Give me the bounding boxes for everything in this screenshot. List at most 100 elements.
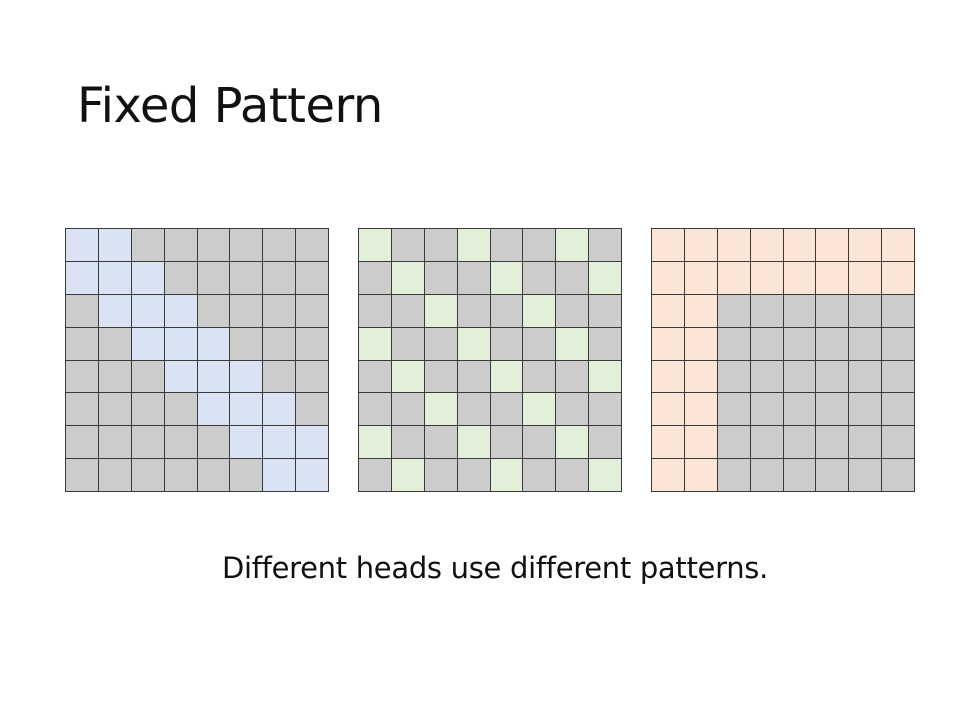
- grid-cell-inactive: [391, 327, 424, 360]
- grid-cell-inactive: [296, 360, 328, 393]
- grid-cell-inactive: [457, 393, 490, 426]
- grid-cell-active: [131, 294, 164, 327]
- grid-cell-inactive: [230, 294, 263, 327]
- grid-cell-active: [457, 327, 490, 360]
- grid-cell-inactive: [197, 459, 230, 491]
- grid-cell-inactive: [750, 327, 783, 360]
- grid-cell-inactive: [296, 229, 328, 261]
- grid-cell-inactive: [296, 294, 328, 327]
- grid-cell-inactive: [589, 426, 621, 459]
- grid-cell-inactive: [131, 360, 164, 393]
- grid-cell-inactive: [197, 229, 230, 261]
- grid-cell-inactive: [589, 327, 621, 360]
- grid-cell-active: [684, 360, 717, 393]
- grid-cell-inactive: [490, 229, 523, 261]
- slide-caption: Different heads use different patterns.: [221, 551, 769, 585]
- grid-cell-inactive: [750, 294, 783, 327]
- grid-cell-active: [490, 360, 523, 393]
- grid-cell-inactive: [197, 426, 230, 459]
- grid-cell-inactive: [589, 229, 621, 261]
- grid-cell-inactive: [424, 327, 457, 360]
- grid-cell-active: [589, 360, 621, 393]
- grid-cell-inactive: [424, 459, 457, 491]
- grid-cell-inactive: [98, 360, 131, 393]
- grid-cell-inactive: [783, 294, 816, 327]
- grid-cell-active: [816, 261, 849, 294]
- grid-cell-inactive: [263, 327, 296, 360]
- grid-cell-inactive: [589, 294, 621, 327]
- grid-cell-active: [783, 261, 816, 294]
- grid-cell-inactive: [296, 327, 328, 360]
- grid-cell-active: [589, 261, 621, 294]
- grid-cell-active: [750, 261, 783, 294]
- grid-cell-inactive: [523, 459, 556, 491]
- slide-title: Fixed Pattern: [77, 78, 383, 134]
- grid-cell-inactive: [556, 393, 589, 426]
- grid-cell-inactive: [589, 393, 621, 426]
- grid-cell-active: [556, 327, 589, 360]
- grid-cell-active: [684, 229, 717, 261]
- grid-cell-active: [197, 393, 230, 426]
- grid-cell-active: [164, 360, 197, 393]
- grid-cell-inactive: [424, 261, 457, 294]
- grid-cell-active: [750, 229, 783, 261]
- grid-cell-active: [882, 229, 914, 261]
- grid-cell-inactive: [263, 261, 296, 294]
- grid-cell-active: [197, 360, 230, 393]
- grid-cell-active: [816, 229, 849, 261]
- grid-cell-inactive: [783, 360, 816, 393]
- grid-cell-inactive: [849, 327, 882, 360]
- grid-cell-active: [652, 426, 684, 459]
- grid-cell-inactive: [164, 459, 197, 491]
- grid-cell-inactive: [424, 426, 457, 459]
- grid-cell-inactive: [359, 294, 391, 327]
- grid-cell-inactive: [131, 393, 164, 426]
- grid-cell-inactive: [131, 229, 164, 261]
- grid-cell-active: [783, 229, 816, 261]
- grid-cell-inactive: [816, 393, 849, 426]
- grid-cell-inactive: [131, 459, 164, 491]
- grid-cell-inactive: [717, 327, 750, 360]
- grid-cell-inactive: [230, 327, 263, 360]
- grid-cell-inactive: [849, 360, 882, 393]
- grid-cell-inactive: [523, 327, 556, 360]
- grid-cell-inactive: [197, 294, 230, 327]
- grid-cell-active: [296, 426, 328, 459]
- grid-cell-inactive: [164, 261, 197, 294]
- grid-cell-inactive: [197, 261, 230, 294]
- grid-cell-inactive: [556, 459, 589, 491]
- grid-cell-inactive: [849, 459, 882, 491]
- grid-cell-active: [424, 294, 457, 327]
- grid-cell-inactive: [490, 393, 523, 426]
- grid-cell-active: [589, 459, 621, 491]
- grid-cell-active: [263, 426, 296, 459]
- grid-cell-active: [490, 459, 523, 491]
- grid-cell-active: [849, 229, 882, 261]
- grid-cell-inactive: [164, 426, 197, 459]
- grid-cell-inactive: [98, 393, 131, 426]
- grid-cell-inactive: [359, 393, 391, 426]
- grid-cell-inactive: [296, 261, 328, 294]
- grid-cell-active: [523, 294, 556, 327]
- grid-cell-inactive: [391, 426, 424, 459]
- grid-cell-active: [684, 426, 717, 459]
- grid-cell-active: [457, 426, 490, 459]
- grid-cell-inactive: [882, 327, 914, 360]
- grid-cell-active: [457, 229, 490, 261]
- grid-cell-active: [652, 261, 684, 294]
- grid-cell-active: [652, 294, 684, 327]
- grid-cell-inactive: [391, 294, 424, 327]
- grid-cell-inactive: [66, 327, 98, 360]
- grid-cell-active: [652, 229, 684, 261]
- grid-cell-inactive: [230, 459, 263, 491]
- grid-cell-inactive: [66, 294, 98, 327]
- grid-cell-active: [391, 261, 424, 294]
- grid-cell-inactive: [523, 229, 556, 261]
- grid-cell-inactive: [882, 294, 914, 327]
- attention-pattern-local: [65, 228, 329, 492]
- grid-cell-inactive: [556, 294, 589, 327]
- grid-cell-inactive: [783, 393, 816, 426]
- grid-cell-active: [490, 261, 523, 294]
- grid-cell-active: [391, 360, 424, 393]
- grid-cell-active: [230, 393, 263, 426]
